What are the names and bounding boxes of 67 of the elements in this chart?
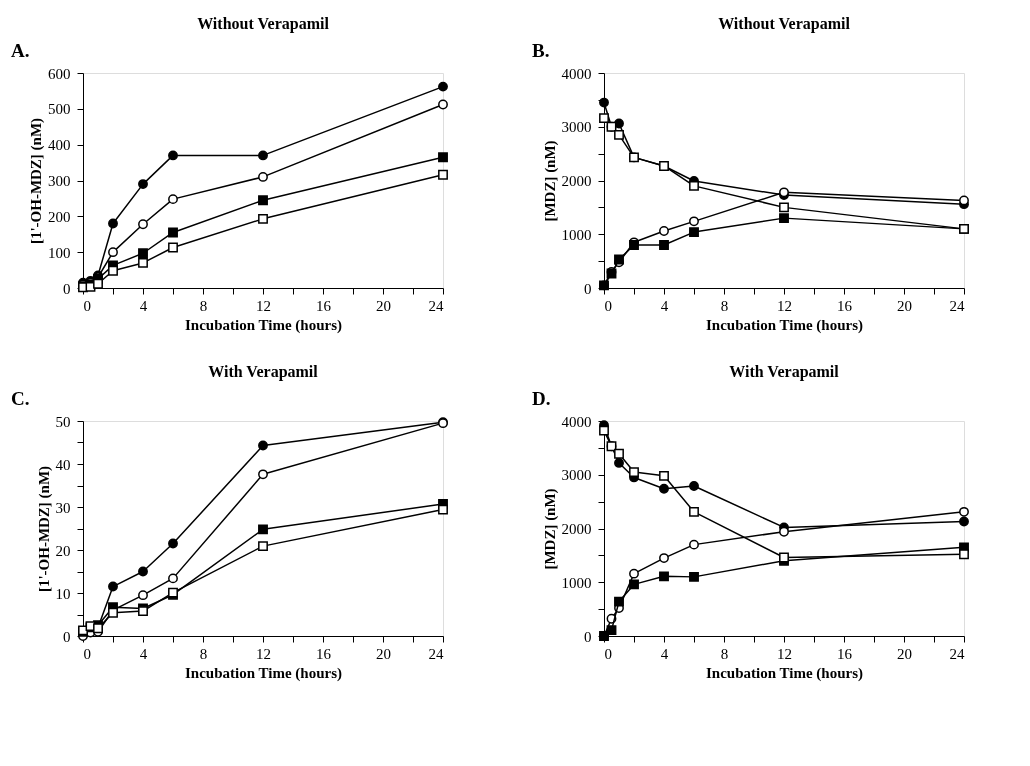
- x-axis-title: Incubation Time (hours): [706, 316, 863, 334]
- y-tick-label: 0: [63, 280, 71, 297]
- y-axis-title: [MDZ] (nM): [541, 488, 559, 570]
- x-tick-label: 24: [428, 645, 444, 662]
- x-tick-label: 12: [256, 297, 271, 314]
- x-tick-label: 4: [660, 645, 669, 662]
- x-tick-label: 16: [316, 645, 332, 662]
- x-tick-label: 12: [256, 645, 271, 662]
- y-tick-label: 0: [584, 628, 592, 645]
- x-tick-label: 24: [949, 297, 965, 314]
- x-tick-label: 20: [376, 645, 391, 662]
- x-tick-label: 8: [720, 297, 729, 314]
- y-tick-label: 10: [55, 585, 71, 602]
- x-tick-label: 20: [897, 297, 912, 314]
- y-tick-label: 600: [48, 65, 71, 82]
- y-tick-label: 3000: [561, 119, 592, 136]
- y-tick-label: 500: [48, 101, 71, 118]
- y-tick-label: 300: [48, 173, 71, 189]
- text: B.: [532, 40, 550, 61]
- x-tick-label: 8: [720, 645, 729, 662]
- x-tick-label: 24: [428, 297, 444, 314]
- x-tick-label: 0: [604, 645, 612, 662]
- text: A.: [11, 40, 30, 61]
- text: C.: [11, 388, 30, 409]
- chart-title: Without Verapamil: [718, 15, 851, 33]
- x-tick-label: 20: [897, 645, 912, 662]
- x-tick-label: 4: [139, 645, 148, 662]
- y-tick-label: 3000: [561, 467, 592, 484]
- y-axis-title: [MDZ] (nM): [541, 140, 559, 222]
- y-tick-label: 20: [55, 542, 71, 559]
- x-axis-title: Incubation Time (hours): [706, 664, 863, 682]
- y-tick-label: 1000: [561, 226, 592, 243]
- x-tick-label: 4: [660, 297, 669, 314]
- y-tick-label: 4000: [561, 413, 592, 430]
- x-tick-label: 16: [316, 297, 332, 314]
- x-tick-label: 16: [837, 297, 853, 314]
- y-tick-label: 50: [55, 413, 71, 430]
- y-tick-label: 0: [584, 280, 592, 297]
- x-tick-label: 16: [837, 645, 853, 662]
- y-axis-title: [1'-OH-MDZ] (nM): [28, 117, 45, 245]
- y-tick-label: 200: [48, 208, 71, 225]
- y-tick-label: 100: [48, 244, 71, 261]
- x-tick-label: 4: [139, 297, 148, 314]
- x-tick-label: 12: [777, 297, 792, 314]
- x-tick-label: 0: [83, 297, 91, 314]
- y-tick-label: 0: [63, 628, 71, 645]
- y-axis-title: [1'-OH-MDZ] (nM): [35, 465, 53, 593]
- y-tick-label: 4000: [561, 65, 592, 82]
- x-tick-label: 0: [83, 645, 91, 662]
- chart-title: With Verapamil: [208, 363, 319, 381]
- x-tick-label: 12: [777, 645, 792, 662]
- chart-title: With Verapamil: [729, 363, 840, 381]
- y-tick-label: 400: [48, 137, 71, 154]
- y-tick-label: 2000: [561, 521, 592, 537]
- x-tick-label: 24: [949, 645, 965, 662]
- text: D.: [532, 388, 551, 409]
- y-tick-label: 30: [55, 499, 71, 516]
- y-tick-label: 1000: [561, 574, 592, 591]
- y-tick-label: 2000: [561, 173, 592, 189]
- y-tick-label: 40: [55, 456, 71, 473]
- x-tick-label: 0: [604, 297, 612, 314]
- x-tick-label: 8: [199, 297, 208, 314]
- x-axis-title: Incubation Time (hours): [185, 316, 342, 334]
- chart-title: Without Verapamil: [197, 15, 330, 33]
- x-tick-label: 20: [376, 297, 391, 314]
- x-axis-title: Incubation Time (hours): [185, 664, 342, 682]
- x-tick-label: 8: [199, 645, 208, 662]
